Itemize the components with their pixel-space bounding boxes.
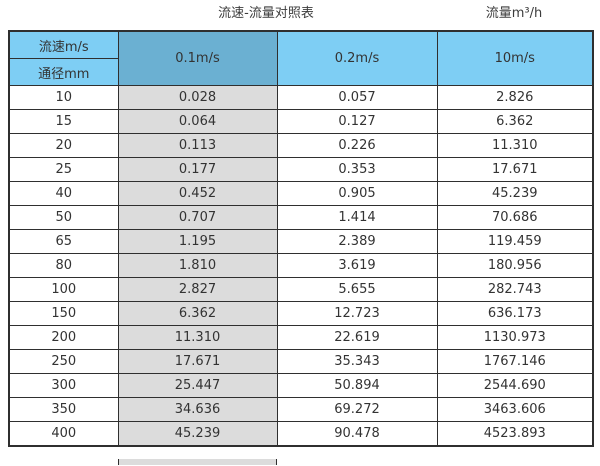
table-row: 80 1.810 3.619 180.956 <box>8 253 594 278</box>
flow-value-cell: 0.452 <box>117 181 278 206</box>
flow-value-cell: 6.362 <box>117 301 278 326</box>
flow-unit-label: 流量m³/h <box>485 6 543 21</box>
diameter-cell: 400 <box>8 421 119 447</box>
table-row: 20 0.113 0.226 11.310 <box>8 133 594 158</box>
flow-value-cell: 0.707 <box>117 205 278 230</box>
column-header-0-2ms: 0.2m/s <box>276 30 438 86</box>
diameter-cell: 100 <box>8 277 119 302</box>
flow-value-cell: 119.459 <box>436 229 594 254</box>
corner-cell-velocity: 流速m/s <box>8 30 119 59</box>
flow-value-cell: 0.905 <box>276 181 438 206</box>
flow-value-cell: 50.894 <box>276 373 438 398</box>
flow-value-cell: 180.956 <box>436 253 594 278</box>
flow-value-cell: 22.619 <box>276 325 438 350</box>
flow-value-cell: 34.636 <box>117 397 278 422</box>
header-row-velocity: 流速m/s 0.1m/s 0.2m/s 10m/s <box>8 30 594 86</box>
flow-value-cell: 1.414 <box>276 205 438 230</box>
diameter-cell: 300 <box>8 373 119 398</box>
diameter-cell: 350 <box>8 397 119 422</box>
table-row: 300 25.447 50.894 2544.690 <box>8 373 594 398</box>
flow-value-cell: 1.195 <box>117 229 278 254</box>
flow-value-cell: 1.810 <box>117 253 278 278</box>
diameter-cell: 25 <box>8 157 119 182</box>
flow-value-cell: 3.619 <box>276 253 438 278</box>
flow-value-cell: 70.686 <box>436 205 594 230</box>
column-header-10ms: 10m/s <box>436 30 594 86</box>
flow-value-cell: 0.028 <box>117 85 278 110</box>
table-row: 40 0.452 0.905 45.239 <box>8 181 594 206</box>
flow-value-cell: 45.239 <box>436 181 594 206</box>
table-title: 流速-流量对照表 <box>218 6 314 21</box>
table-row: 150 6.362 12.723 636.173 <box>8 301 594 326</box>
flow-value-cell: 6.362 <box>436 109 594 134</box>
flow-value-cell: 11.310 <box>117 325 278 350</box>
table-row: 25 0.177 0.353 17.671 <box>8 157 594 182</box>
flow-value-cell: 636.173 <box>436 301 594 326</box>
diameter-cell: 65 <box>8 229 119 254</box>
table-header: 流速m/s 0.1m/s 0.2m/s 10m/s 通径mm <box>8 30 594 86</box>
diameter-cell: 10 <box>8 85 119 110</box>
flow-value-cell: 2.827 <box>117 277 278 302</box>
flow-value-cell: 17.671 <box>436 157 594 182</box>
velocity-flow-table: 流速m/s 0.1m/s 0.2m/s 10m/s 通径mm 10 0.028 0.… <box>8 30 594 447</box>
flow-value-cell: 1130.973 <box>436 325 594 350</box>
flow-value-cell: 4523.893 <box>436 421 594 447</box>
flow-value-cell: 45.239 <box>117 421 278 447</box>
diameter-cell: 250 <box>8 349 119 374</box>
flow-value-cell: 35.343 <box>276 349 438 374</box>
flow-value-cell: 2.389 <box>276 229 438 254</box>
flow-value-cell: 12.723 <box>276 301 438 326</box>
table-row: 250 17.671 35.343 1767.146 <box>8 349 594 374</box>
flow-value-cell: 17.671 <box>117 349 278 374</box>
table-row: 200 11.310 22.619 1130.973 <box>8 325 594 350</box>
flow-value-cell: 0.177 <box>117 157 278 182</box>
flow-value-cell: 2544.690 <box>436 373 594 398</box>
flow-value-cell: 11.310 <box>436 133 594 158</box>
flow-value-cell: 0.226 <box>276 133 438 158</box>
table-row: 15 0.064 0.127 6.362 <box>8 109 594 134</box>
diameter-cell: 15 <box>8 109 119 134</box>
flow-value-cell: 25.447 <box>117 373 278 398</box>
diameter-cell: 150 <box>8 301 119 326</box>
flow-value-cell: 0.064 <box>117 109 278 134</box>
flow-value-cell: 282.743 <box>436 277 594 302</box>
flow-value-cell: 0.057 <box>276 85 438 110</box>
column-header-0-1ms: 0.1m/s <box>117 30 278 86</box>
table-row: 400 45.239 90.478 4523.893 <box>8 421 594 447</box>
table-row: 100 2.827 5.655 282.743 <box>8 277 594 302</box>
flow-value-cell: 2.826 <box>436 85 594 110</box>
corner-cell-diameter: 通径mm <box>8 58 119 86</box>
diameter-cell: 20 <box>8 133 119 158</box>
flow-value-cell: 5.655 <box>276 277 438 302</box>
diameter-cell: 80 <box>8 253 119 278</box>
header-row-diameter: 通径mm <box>8 58 593 86</box>
gray-column-overflow-strip <box>118 459 277 465</box>
table-row: 350 34.636 69.272 3463.606 <box>8 397 594 422</box>
table-row: 10 0.028 0.057 2.826 <box>8 85 594 110</box>
diameter-cell: 40 <box>8 181 119 206</box>
flow-value-cell: 0.113 <box>117 133 278 158</box>
table-row: 65 1.195 2.389 119.459 <box>8 229 594 254</box>
flow-value-cell: 0.127 <box>276 109 438 134</box>
flow-value-cell: 0.353 <box>276 157 438 182</box>
flow-value-cell: 69.272 <box>276 397 438 422</box>
diameter-cell: 50 <box>8 205 119 230</box>
diameter-cell: 200 <box>8 325 119 350</box>
table-body: 10 0.028 0.057 2.826 15 0.064 0.127 6.362 20 0.11… <box>8 85 594 447</box>
flow-value-cell: 1767.146 <box>436 349 594 374</box>
flow-value-cell: 3463.606 <box>436 397 594 422</box>
table-row: 50 0.707 1.414 70.686 <box>8 205 594 230</box>
flow-value-cell: 90.478 <box>276 421 438 447</box>
